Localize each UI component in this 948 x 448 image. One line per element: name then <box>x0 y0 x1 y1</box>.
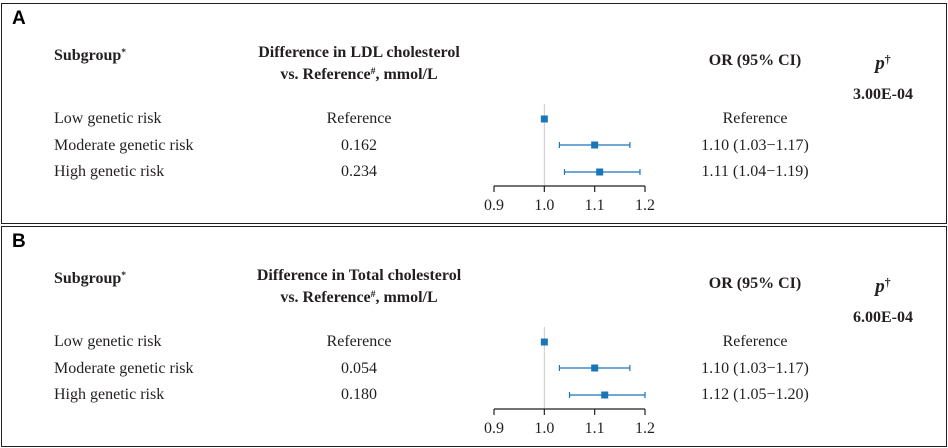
header-or: OR (95% CI) <box>708 275 802 292</box>
header-p-text: p <box>875 276 885 297</box>
header-subgroup-text: Subgroup <box>53 47 122 64</box>
header-difference-line1: Difference in LDL cholesterol <box>258 44 460 61</box>
header-difference-line2: vs. Reference#, mmol/L <box>258 64 460 86</box>
header-difference-pre: vs. Reference <box>280 289 371 306</box>
p-value: 6.00E-04 <box>853 309 913 326</box>
row-name: High genetic risk <box>54 163 165 180</box>
point-estimate <box>596 168 604 176</box>
header-subgroup-text: Subgroup <box>53 270 122 287</box>
row-or: 1.10 (1.03−1.17) <box>701 137 809 154</box>
header-difference-line2: vs. Reference#, mmol/L <box>257 287 461 309</box>
header-difference: Difference in LDL cholesterol vs. Refere… <box>258 42 460 86</box>
x-tick-label: 1.2 <box>635 197 655 214</box>
header-subgroup-sup: * <box>121 47 127 59</box>
point-estimate <box>591 141 599 149</box>
row-or: 1.11 (1.04−1.19) <box>701 163 809 180</box>
header-difference-pre: vs. Reference <box>280 66 371 83</box>
x-tick-label: 1.2 <box>635 420 655 437</box>
x-tick-label: 0.9 <box>484 420 504 437</box>
row-or: Reference <box>722 110 788 127</box>
point-estimate <box>540 115 548 123</box>
x-tick-label: 0.9 <box>484 197 504 214</box>
header-difference-line1: Difference in Total cholesterol <box>256 267 462 284</box>
row-name: Low genetic risk <box>54 333 162 350</box>
row-difference: Reference <box>326 333 392 350</box>
header-p-text: p <box>875 53 885 74</box>
row-name: Moderate genetic risk <box>54 137 194 154</box>
row-difference: 0.180 <box>341 386 377 403</box>
header-p-sup: † <box>884 276 891 290</box>
header-subgroup: Subgroup* <box>54 271 126 287</box>
row-difference: Reference <box>326 110 392 127</box>
header-or: OR (95% CI) <box>708 52 802 69</box>
x-tick-label: 1.0 <box>534 420 554 437</box>
row-difference: 0.054 <box>341 360 377 377</box>
point-estimate <box>591 364 599 372</box>
row-difference: 0.162 <box>341 137 377 154</box>
forest-panel-b: B Subgroup* Difference in Total choleste… <box>1 226 947 447</box>
header-p: p† <box>875 277 890 296</box>
row-name: Moderate genetic risk <box>54 360 194 377</box>
x-tick-label: 1.0 <box>534 197 554 214</box>
header-difference-sup: # <box>370 289 376 301</box>
header-difference-post: , mmol/L <box>375 289 438 306</box>
panel-label: B <box>12 231 26 252</box>
row-name: High genetic risk <box>54 386 165 403</box>
x-tick-label: 1.1 <box>585 420 605 437</box>
header-difference-sup: # <box>370 66 376 78</box>
panel-label: A <box>12 8 26 29</box>
header-subgroup-sup: * <box>121 270 127 282</box>
row-or: 1.10 (1.03−1.17) <box>701 360 809 377</box>
p-value: 3.00E-04 <box>853 86 913 103</box>
header-difference: Difference in Total cholesterol vs. Refe… <box>257 265 461 309</box>
header-p: p† <box>875 54 890 73</box>
row-or: 1.12 (1.05−1.20) <box>701 386 809 403</box>
header-subgroup: Subgroup* <box>54 48 126 64</box>
row-name: Low genetic risk <box>54 110 162 127</box>
x-tick-label: 1.1 <box>585 197 605 214</box>
point-estimate <box>540 338 548 346</box>
row-or: Reference <box>722 333 788 350</box>
header-p-sup: † <box>884 53 891 67</box>
forest-plot: 0.9 1.0 1.1 1.2 <box>484 327 655 437</box>
point-estimate <box>601 391 609 399</box>
header-difference-post: , mmol/L <box>375 66 438 83</box>
forest-panel-a: A Subgroup* Difference in LDL cholestero… <box>1 3 947 224</box>
forest-plot: 0.9 1.0 1.1 1.2 <box>484 104 655 214</box>
row-difference: 0.234 <box>341 163 377 180</box>
